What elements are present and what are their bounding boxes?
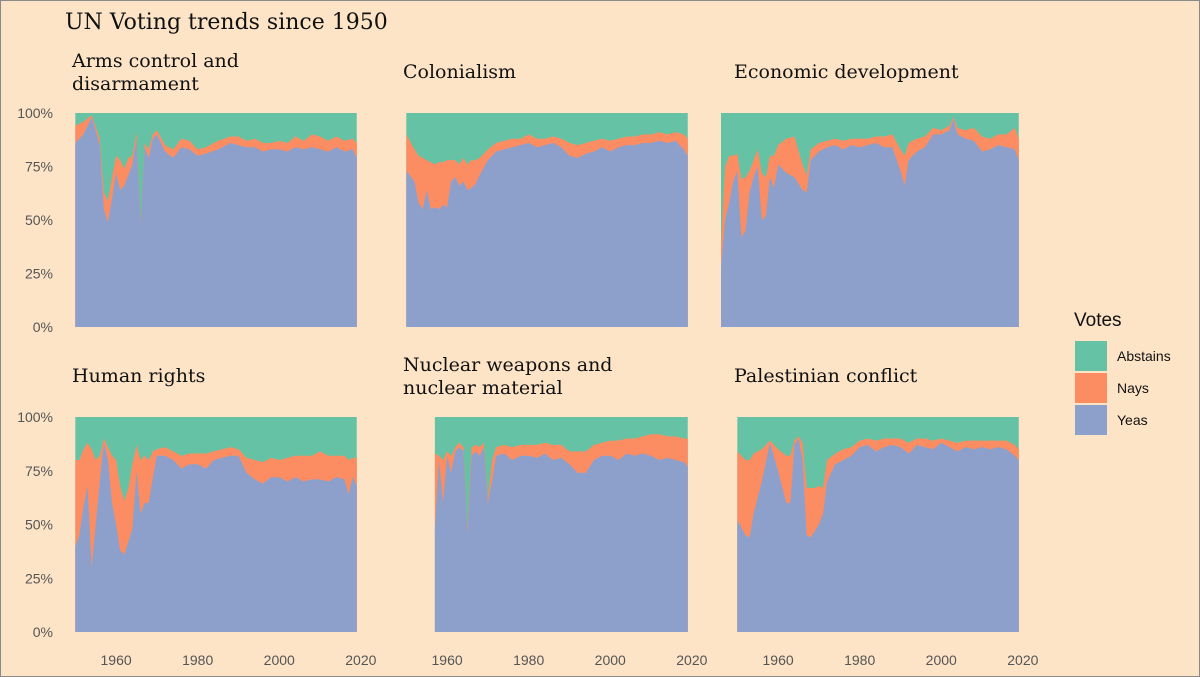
x-tick-label: 2000	[264, 652, 295, 668]
panel-title-line: Human rights	[72, 365, 205, 387]
panel-title: Human rights	[72, 365, 205, 387]
panel-title: Arms control and disarmament	[71, 50, 239, 95]
x-tick-label: 1960	[101, 652, 132, 668]
panel-title: Nuclear weapons and nuclear material	[403, 354, 612, 399]
legend-label-abstains: Abstains	[1117, 348, 1171, 364]
facet-panel: Palestinian conflict 1960 1980 2000 2020	[734, 365, 1039, 668]
yeas-area	[406, 140, 688, 327]
facet-panel: Nuclear weapons and nuclear material 1960 1…	[403, 354, 708, 668]
panel-title: Economic development	[734, 61, 959, 83]
x-tick-label: 1960	[432, 652, 463, 668]
yeas-area	[737, 438, 1019, 632]
y-tick-label: 0%	[33, 319, 53, 335]
x-tick-label: 1980	[513, 652, 544, 668]
chart-title: UN Voting trends since 1950	[65, 10, 388, 35]
legend: Votes Abstains Nays Yeas	[1074, 310, 1171, 435]
y-tick-label: 25%	[25, 570, 53, 586]
y-tick-label: 100%	[17, 105, 53, 121]
y-tick-label: 75%	[25, 463, 53, 479]
x-tick-label: 1980	[182, 652, 213, 668]
y-tick-label: 75%	[25, 159, 53, 175]
facet-panel: Economic development	[721, 61, 1019, 328]
panel-title-line: disarmament	[72, 73, 199, 95]
legend-key-nays	[1075, 373, 1107, 403]
x-tick-label: 2020	[676, 652, 707, 668]
yeas-area	[75, 442, 357, 632]
facet-panel: Human rights 0% 25% 50% 75% 100% 1960 1980 2000 2…	[17, 365, 376, 668]
y-tick-label: 50%	[25, 517, 53, 533]
panel-title: Palestinian conflict	[734, 365, 918, 387]
panel-title-line: Nuclear weapons and	[403, 354, 612, 376]
legend-label-yeas: Yeas	[1117, 412, 1148, 428]
legend-title: Votes	[1074, 310, 1122, 331]
panel-title-line: nuclear material	[403, 377, 563, 399]
x-tick-label: 2000	[926, 652, 957, 668]
x-tick-label: 1960	[763, 652, 794, 668]
yeas-area	[75, 117, 357, 327]
panel-title: Colonialism	[403, 61, 516, 83]
facet-panel: Colonialism	[403, 61, 688, 327]
y-tick-label: 100%	[17, 409, 53, 425]
x-tick-label: 2020	[1007, 652, 1038, 668]
panel-title-line: Palestinian conflict	[734, 365, 918, 387]
x-tick-label: 2020	[345, 652, 376, 668]
legend-key-abstains	[1075, 341, 1107, 371]
panel-title-line: Economic development	[734, 61, 959, 83]
panel-title-line: Colonialism	[403, 61, 516, 83]
legend-label-nays: Nays	[1117, 380, 1149, 396]
x-tick-label: 2000	[595, 652, 626, 668]
x-tick-label: 1980	[844, 652, 875, 668]
facet-panel: Arms control and disarmament 0% 25% 50% 75% 10…	[17, 50, 357, 335]
y-tick-label: 50%	[25, 212, 53, 228]
yeas-area	[721, 119, 1019, 328]
panel-title-line: Arms control and	[71, 50, 239, 72]
y-tick-label: 25%	[25, 266, 53, 282]
y-tick-label: 0%	[33, 624, 53, 640]
facet-panels: Arms control and disarmament 0% 25% 50% 75% 10…	[17, 50, 1038, 668]
yeas-area	[434, 447, 688, 632]
legend-key-yeas	[1075, 405, 1107, 435]
